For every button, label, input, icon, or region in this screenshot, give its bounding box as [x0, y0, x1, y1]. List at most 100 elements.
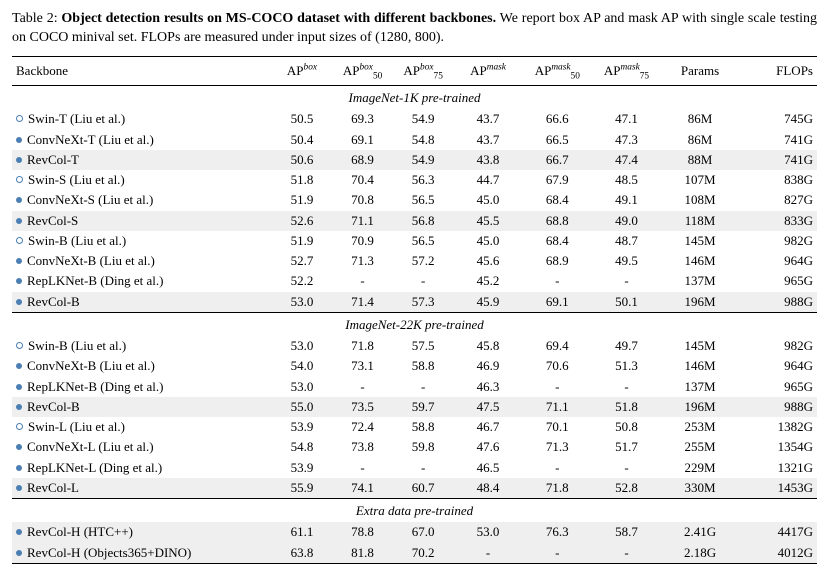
backbone-name: RepLKNet-B (Ding et al.) [27, 379, 163, 394]
caption-title: Object detection results on MS-COCO data… [61, 11, 496, 26]
table-row: RepLKNet-B (Ding et al.)52.2--45.2--137M… [12, 271, 817, 291]
ap50-box-cell: 71.3 [332, 251, 393, 271]
table-row: Swin-B (Liu et al.)53.071.857.545.869.44… [12, 336, 817, 356]
ap50-mask-cell: 66.7 [523, 150, 592, 170]
backbone-name: RevCol-B [27, 399, 80, 414]
ap50-mask-cell: 71.8 [523, 478, 592, 499]
ap50-mask-cell: 67.9 [523, 170, 592, 190]
ap75-box-cell: 57.5 [393, 336, 454, 356]
params-cell: 107M [661, 170, 739, 190]
ap50-mask-cell: 68.8 [523, 211, 592, 231]
ap50-box-cell: 73.1 [332, 356, 393, 376]
ap50-box-cell: - [332, 377, 393, 397]
ap50-box-cell: 70.8 [332, 190, 393, 210]
col-flops: FLOPs [739, 56, 817, 85]
ap75-box-cell: - [393, 377, 454, 397]
ap-box-cell: 55.0 [272, 397, 333, 417]
ap75-box-cell: 54.9 [393, 109, 454, 129]
ap75-box-cell: 60.7 [393, 478, 454, 499]
table-row: ConvNeXt-B (Liu et al.)52.771.357.245.66… [12, 251, 817, 271]
backbone-name: ConvNeXt-B (Liu et al.) [27, 253, 155, 268]
ap-box-cell: 51.8 [272, 170, 333, 190]
backbone-name: RevCol-B [27, 294, 80, 309]
table-wrapper: Table 2: Object detection results on MS-… [0, 0, 829, 576]
table-row: RevCol-L55.974.160.748.471.852.8330M1453… [12, 478, 817, 499]
ap50-box-cell: 69.3 [332, 109, 393, 129]
table-row: RevCol-S52.671.156.845.568.849.0118M833G [12, 211, 817, 231]
flops-cell: 982G [739, 231, 817, 251]
flops-cell: 988G [739, 292, 817, 313]
flops-cell: 988G [739, 397, 817, 417]
ap-box-cell: 61.1 [272, 522, 333, 542]
table-body: ImageNet-1K pre-trainedSwin-T (Liu et al… [12, 86, 817, 564]
ap50-box-cell: - [332, 458, 393, 478]
table-row: Swin-T (Liu et al.)50.569.354.943.766.64… [12, 109, 817, 129]
table-row: ConvNeXt-L (Liu et al.)54.873.859.847.67… [12, 437, 817, 457]
ap75-box-cell: 56.3 [393, 170, 454, 190]
flops-cell: 1382G [739, 417, 817, 437]
marker-circle-open-icon [16, 423, 23, 430]
flops-cell: 1453G [739, 478, 817, 499]
ap75-mask-cell: 47.4 [592, 150, 661, 170]
ap50-mask-cell: - [523, 543, 592, 564]
section-row: ImageNet-22K pre-trained [12, 312, 817, 336]
ap75-mask-cell: 49.7 [592, 336, 661, 356]
ap-box-cell: 53.9 [272, 417, 333, 437]
col-ap-mask: APmask [453, 56, 522, 85]
flops-cell: 838G [739, 170, 817, 190]
table-row: ConvNeXt-S (Liu et al.)51.970.856.545.06… [12, 190, 817, 210]
flops-cell: 745G [739, 109, 817, 129]
ap75-mask-cell: 48.5 [592, 170, 661, 190]
section-row: ImageNet-1K pre-trained [12, 86, 817, 110]
section-row: Extra data pre-trained [12, 499, 817, 523]
ap-box-cell: 52.6 [272, 211, 333, 231]
backbone-name: RepLKNet-B (Ding et al.) [27, 273, 163, 288]
results-table: Backbone APbox APbox50 APbox75 APmask AP… [12, 56, 817, 564]
backbone-cell: ConvNeXt-B (Liu et al.) [12, 251, 272, 271]
ap75-mask-cell: 49.0 [592, 211, 661, 231]
ap-mask-cell: 45.0 [453, 231, 522, 251]
flops-cell: 964G [739, 251, 817, 271]
ap75-box-cell: 56.5 [393, 190, 454, 210]
ap-mask-cell: 45.5 [453, 211, 522, 231]
params-cell: 255M [661, 437, 739, 457]
marker-circle-filled-icon [16, 465, 22, 471]
backbone-cell: RevCol-H (HTC++) [12, 522, 272, 542]
ap-box-cell: 51.9 [272, 231, 333, 251]
caption-label: Table 2: [12, 11, 58, 26]
marker-circle-filled-icon [16, 278, 22, 284]
ap75-box-cell: - [393, 458, 454, 478]
backbone-cell: RepLKNet-L (Ding et al.) [12, 458, 272, 478]
section-title: ImageNet-1K pre-trained [12, 86, 817, 110]
ap50-box-cell: 71.4 [332, 292, 393, 313]
table-row: Swin-S (Liu et al.)51.870.456.344.767.94… [12, 170, 817, 190]
ap-mask-cell: 46.5 [453, 458, 522, 478]
ap50-mask-cell: 76.3 [523, 522, 592, 542]
col-ap-box: APbox [272, 56, 333, 85]
ap50-mask-cell: - [523, 458, 592, 478]
marker-circle-filled-icon [16, 363, 22, 369]
ap50-box-cell: 78.8 [332, 522, 393, 542]
ap75-mask-cell: 50.8 [592, 417, 661, 437]
backbone-cell: Swin-S (Liu et al.) [12, 170, 272, 190]
params-cell: 86M [661, 130, 739, 150]
ap-mask-cell: 43.8 [453, 150, 522, 170]
marker-circle-filled-icon [16, 485, 22, 491]
ap75-mask-cell: 52.8 [592, 478, 661, 499]
ap-mask-cell: - [453, 543, 522, 564]
ap50-box-cell: 73.8 [332, 437, 393, 457]
ap75-mask-cell: - [592, 543, 661, 564]
ap75-mask-cell: 49.5 [592, 251, 661, 271]
params-cell: 229M [661, 458, 739, 478]
ap-box-cell: 55.9 [272, 478, 333, 499]
ap-mask-cell: 45.2 [453, 271, 522, 291]
ap50-mask-cell: 68.4 [523, 190, 592, 210]
marker-circle-filled-icon [16, 299, 22, 305]
ap-mask-cell: 45.0 [453, 190, 522, 210]
ap-mask-cell: 53.0 [453, 522, 522, 542]
ap-box-cell: 54.8 [272, 437, 333, 457]
ap-mask-cell: 43.7 [453, 109, 522, 129]
marker-circle-filled-icon [16, 550, 22, 556]
ap-box-cell: 53.9 [272, 458, 333, 478]
params-cell: 145M [661, 231, 739, 251]
